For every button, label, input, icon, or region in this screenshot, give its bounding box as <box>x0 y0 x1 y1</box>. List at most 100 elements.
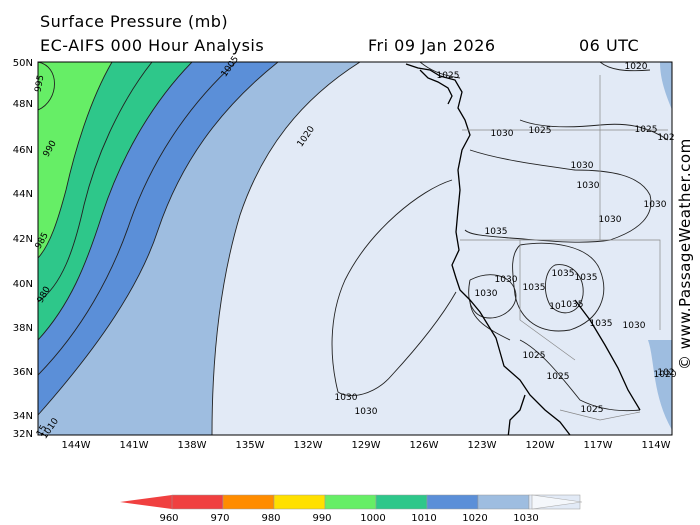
legend-label: 980 <box>261 513 280 524</box>
isobar-label: 995 <box>34 74 47 93</box>
legend-swatch <box>171 494 224 510</box>
isobar-label: 1035 <box>523 283 546 293</box>
credit-watermark: © www.PassageWeather.com <box>676 138 694 370</box>
isobar-label: 1025 <box>529 126 552 136</box>
state-border <box>460 239 661 330</box>
isobar-label: 1030 <box>335 393 358 403</box>
isobar <box>331 179 457 397</box>
isobar-label: 1035 <box>552 269 575 279</box>
isobar-label: 1025 <box>581 405 604 415</box>
lat-label: 50N <box>13 58 33 69</box>
legend-swatch <box>426 494 479 510</box>
lon-label: 117W <box>584 440 613 451</box>
isobar <box>38 62 55 111</box>
isobar-label: 10 <box>549 302 561 312</box>
isobar <box>468 274 517 319</box>
legend-label: 970 <box>210 513 229 524</box>
isobar-label: 1020 <box>654 370 677 380</box>
legend-swatch <box>375 494 428 510</box>
legend-swatch <box>477 494 530 510</box>
isobar <box>38 62 113 259</box>
pressure-fill-bands <box>38 62 672 435</box>
isobar-label: 1035 <box>561 300 584 310</box>
isobar <box>211 62 361 435</box>
lon-label: 132W <box>294 440 323 451</box>
legend-arrow-high <box>531 494 583 510</box>
isobar <box>519 339 641 412</box>
isobar <box>419 62 461 79</box>
isobar-label: 1030 <box>599 215 622 225</box>
lat-label: 36N <box>13 367 33 378</box>
lon-label: 114W <box>642 440 671 451</box>
isobar-label: 1020 <box>625 62 648 72</box>
lat-label: 46N <box>13 145 33 156</box>
lon-label: 129W <box>352 440 381 451</box>
isobar-label: 1025 <box>635 125 658 135</box>
isobar <box>38 62 193 341</box>
isobar-label-layer: 1025 1030 1025 1025 1020 1030 1030 1030 1030 1035… <box>34 55 677 441</box>
coastline <box>405 63 641 435</box>
isobar-lines <box>38 62 669 435</box>
isobar-label: 1030 <box>491 129 514 139</box>
band-ne-1020 <box>660 62 672 110</box>
border-mexico <box>559 409 641 421</box>
lat-label: 42N <box>13 234 33 245</box>
lat-label: 44N <box>13 189 33 200</box>
lat-label: 48N <box>13 99 33 110</box>
lat-label: 38N <box>13 323 33 334</box>
map-title: Surface Pressure (mb) <box>40 12 229 31</box>
lon-label: 141W <box>120 440 149 451</box>
isobar <box>469 299 511 341</box>
isobar-label: 102 <box>657 133 674 143</box>
isobar-label: 15 <box>35 424 49 439</box>
legend-labels: 960 970 980 990 1000 1010 1020 1030 <box>159 513 538 524</box>
borders <box>460 75 668 421</box>
lon-label: 135W <box>236 440 265 451</box>
isobar-label: 1035 <box>590 319 613 329</box>
isobar-label: 102 <box>657 368 674 378</box>
isobar-label: 1030 <box>644 200 667 210</box>
isobar-label: 1030 <box>475 289 498 299</box>
lon-label: 144W <box>62 440 91 451</box>
pressure-legend: 960 970 980 990 1000 1010 1020 1030 <box>120 494 583 524</box>
state-border <box>519 240 576 361</box>
legend-label: 960 <box>159 513 178 524</box>
band-980-990 <box>38 62 112 258</box>
baja-coast <box>507 394 526 435</box>
isobar <box>599 62 651 72</box>
isobar-label: 1025 <box>547 372 570 382</box>
isobar-label: 1030 <box>577 181 600 191</box>
legend-swatch <box>222 494 275 510</box>
legend-label: 1000 <box>360 513 385 524</box>
legend-label: 990 <box>312 513 331 524</box>
isobar <box>512 242 605 332</box>
legend-swatches <box>171 494 581 510</box>
lon-label: 120W <box>526 440 555 451</box>
valid-time: 06 UTC <box>579 36 640 55</box>
legend-label: 1030 <box>513 513 538 524</box>
valid-date: Fri 09 Jan 2026 <box>368 36 496 55</box>
lat-label: 40N <box>13 279 33 290</box>
lat-label: 32N <box>13 429 33 440</box>
west-coast-line <box>405 63 571 435</box>
legend-label: 1020 <box>462 513 487 524</box>
map-frame <box>37 61 673 436</box>
isobar-label: 1030 <box>355 407 378 417</box>
puget-sound <box>419 69 453 105</box>
lon-label: 126W <box>410 440 439 451</box>
isobar-label: 1035 <box>485 227 508 237</box>
isobar-label: 1035 <box>575 273 598 283</box>
isobar <box>544 264 584 314</box>
isobar <box>464 149 652 243</box>
isobar-label: 1030 <box>571 161 594 171</box>
gulf-coast <box>574 299 641 411</box>
legend-swatch <box>273 494 326 510</box>
isobar-label: 1025 <box>437 71 460 81</box>
legend-arrow-low <box>120 495 172 509</box>
isobar <box>38 62 279 416</box>
longitude-labels: 144W 141W 138W 135W 132W 129W 126W 123W 120W 117W… <box>62 440 671 451</box>
model-run-label: EC-AIFS 000 Hour Analysis <box>40 36 265 55</box>
isobar <box>38 62 153 303</box>
isobar-label: 1030 <box>623 321 646 331</box>
